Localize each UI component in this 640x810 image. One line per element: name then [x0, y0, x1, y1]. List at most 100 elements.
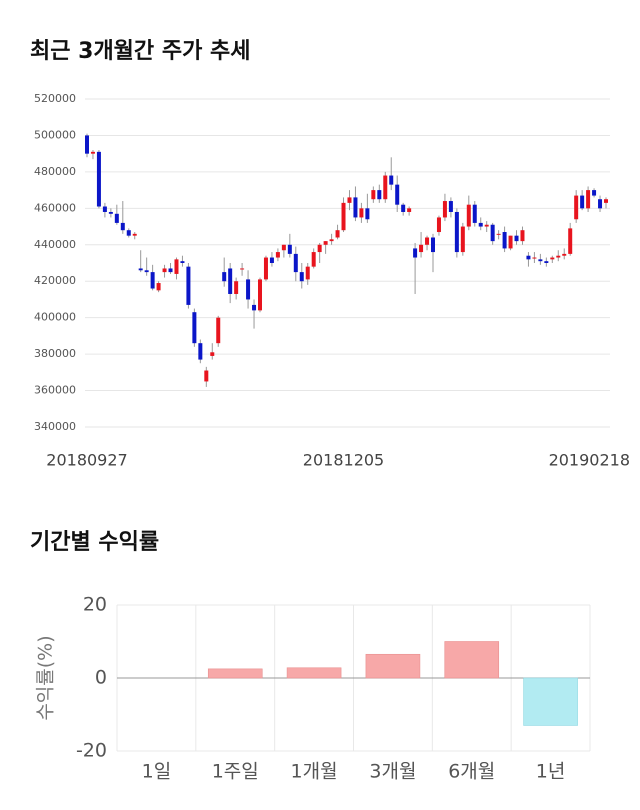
candle-body: [365, 208, 370, 220]
y-tick-label: 0: [95, 667, 107, 689]
candle-body: [132, 233, 137, 236]
candle-body: [293, 253, 298, 273]
x-tick-label: 20180927: [46, 451, 127, 470]
candle-body: [156, 283, 161, 291]
x-tick-label: 3개월: [369, 761, 416, 783]
candle-body: [85, 135, 89, 154]
bar: [286, 667, 342, 679]
candle-body: [120, 222, 125, 231]
chart-title: 기간별 수익률: [30, 530, 159, 555]
candle-body: [192, 312, 197, 344]
candle-body: [442, 201, 447, 218]
candle-body: [126, 230, 131, 236]
candle-body: [580, 195, 585, 209]
y-tick-label: 400000: [34, 311, 76, 324]
candle-body: [263, 257, 268, 280]
candle-body: [204, 370, 209, 382]
candle-body: [592, 190, 597, 196]
candle-body: [556, 255, 561, 258]
candle-body: [347, 197, 352, 203]
candle-body: [371, 190, 376, 200]
y-tick-label: 500000: [34, 128, 76, 141]
candle-body: [532, 257, 537, 259]
bar: [444, 641, 500, 679]
candle-body: [96, 151, 101, 207]
candle-body: [90, 151, 95, 154]
candle-body: [502, 232, 507, 249]
bar: [523, 677, 578, 726]
candle-body: [383, 175, 388, 200]
y-tick-label: 420000: [34, 274, 76, 287]
candle-body: [269, 257, 274, 263]
candle-body: [341, 202, 346, 231]
candle-body: [478, 222, 483, 227]
candle-body: [550, 257, 555, 260]
candle-body: [180, 261, 185, 263]
x-tick-label: 6개월: [448, 761, 495, 783]
y-tick-label: -20: [76, 740, 107, 762]
y-tick-label: 480000: [34, 165, 76, 178]
bar: [207, 668, 263, 679]
candle-body: [568, 228, 573, 254]
candle-body: [448, 201, 453, 212]
x-tick-label: 1주일: [212, 761, 259, 783]
candle-body: [186, 266, 191, 305]
candle-body: [228, 268, 233, 294]
y-tick-label: 340000: [34, 420, 76, 433]
candle-body: [604, 199, 608, 203]
x-tick-label: 20181205: [303, 451, 384, 470]
candle-body: [586, 190, 591, 209]
candle-body: [102, 206, 107, 212]
candle-body: [335, 230, 340, 238]
candle-body: [562, 253, 567, 256]
candle-body: [520, 230, 525, 242]
candle-body: [108, 211, 113, 214]
candle-body: [258, 279, 262, 311]
candle-body: [395, 184, 400, 205]
x-tick-label: 1개월: [291, 761, 338, 783]
y-tick-label: 520000: [34, 92, 76, 105]
candle-body: [574, 195, 579, 220]
candle-body: [287, 244, 292, 254]
y-tick-label: 20: [83, 594, 107, 616]
candle-body: [544, 261, 549, 263]
candle-body: [216, 317, 221, 344]
candle-body: [168, 268, 173, 273]
candle-body: [210, 352, 215, 356]
candle-body: [413, 248, 418, 258]
candle-body: [252, 304, 257, 311]
candle-body: [496, 233, 501, 235]
candle-body: [526, 255, 531, 260]
candle-body: [472, 204, 477, 223]
y-tick-label: 440000: [34, 238, 76, 251]
candle-body: [138, 268, 143, 271]
candle-body: [311, 252, 316, 267]
candle-body: [538, 259, 543, 262]
candle-body: [305, 266, 310, 280]
candle-body: [240, 268, 245, 270]
y-tick-label: 380000: [34, 347, 76, 360]
candle-body: [401, 204, 406, 212]
candle-body: [419, 244, 424, 253]
candle-body: [389, 175, 394, 185]
candle-body: [234, 281, 239, 294]
candle-body: [407, 208, 412, 212]
candle-body: [162, 268, 167, 273]
candle-body: [436, 217, 441, 233]
y-axis-label: 수익률(%): [35, 635, 57, 720]
candle-body: [431, 237, 435, 253]
candle-body: [281, 244, 286, 251]
candle-body: [275, 252, 280, 258]
bar: [365, 653, 421, 679]
candle-body: [598, 199, 603, 209]
candle-body: [359, 208, 364, 218]
candle-body: [514, 235, 519, 242]
chart-title: 최근 3개월간 주가 추세: [30, 39, 250, 64]
candle-body: [299, 272, 304, 282]
candle-body: [460, 226, 465, 253]
candle-body: [454, 211, 459, 253]
candle-body: [317, 244, 322, 253]
candle-body: [377, 190, 382, 200]
candle-body: [323, 241, 328, 245]
